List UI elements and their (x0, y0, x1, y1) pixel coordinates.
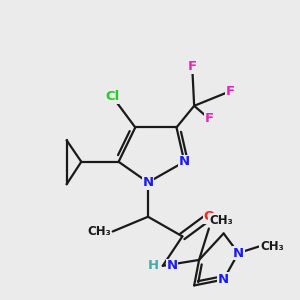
Text: CH₃: CH₃ (209, 214, 232, 226)
Text: F: F (204, 112, 214, 125)
Text: CH₃: CH₃ (260, 240, 284, 253)
Text: N: N (179, 155, 190, 168)
Text: CH₃: CH₃ (87, 225, 111, 238)
Text: H: H (148, 259, 159, 272)
Text: Cl: Cl (106, 91, 120, 103)
Text: O: O (203, 210, 214, 223)
Text: F: F (188, 60, 197, 73)
Text: F: F (226, 85, 235, 98)
Text: N: N (167, 259, 178, 272)
Text: N: N (218, 273, 229, 286)
Text: N: N (233, 247, 244, 260)
Text: N: N (142, 176, 154, 189)
